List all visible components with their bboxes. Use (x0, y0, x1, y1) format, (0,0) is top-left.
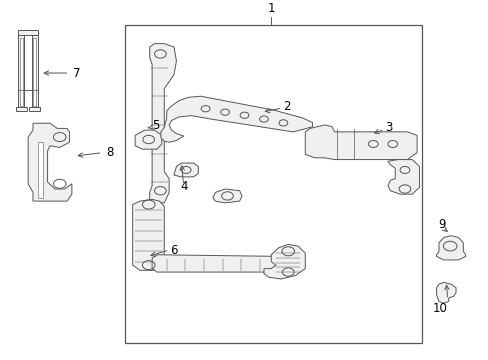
Polygon shape (33, 39, 36, 106)
Polygon shape (161, 96, 312, 142)
Polygon shape (32, 35, 38, 108)
Text: 9: 9 (437, 218, 445, 231)
Polygon shape (387, 159, 419, 194)
Text: 6: 6 (170, 244, 178, 257)
Text: 2: 2 (283, 100, 290, 113)
Polygon shape (212, 189, 242, 203)
Polygon shape (135, 130, 162, 149)
Polygon shape (20, 39, 23, 106)
Polygon shape (152, 255, 292, 272)
Polygon shape (264, 244, 305, 279)
Polygon shape (19, 35, 24, 108)
Text: 1: 1 (267, 2, 274, 15)
Text: 5: 5 (152, 120, 159, 132)
Polygon shape (19, 30, 38, 35)
Polygon shape (38, 142, 42, 198)
Polygon shape (174, 163, 198, 177)
Text: 8: 8 (106, 146, 113, 159)
Polygon shape (132, 199, 164, 270)
Text: 4: 4 (180, 180, 187, 193)
Text: 7: 7 (73, 67, 80, 80)
Text: 10: 10 (432, 302, 447, 315)
Polygon shape (436, 236, 465, 260)
Polygon shape (149, 44, 176, 203)
Polygon shape (436, 283, 455, 303)
Bar (125, 24, 421, 343)
Polygon shape (29, 107, 40, 111)
Text: 3: 3 (385, 121, 392, 134)
Polygon shape (16, 107, 27, 111)
Polygon shape (305, 125, 416, 159)
Polygon shape (28, 123, 72, 201)
